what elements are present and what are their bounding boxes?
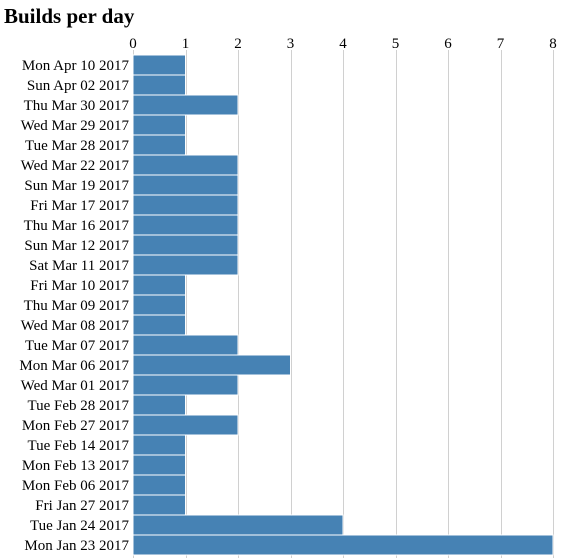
y-category-label: Sun Apr 02 2017 <box>27 78 130 94</box>
y-category-label: Mon Mar 06 2017 <box>19 358 129 374</box>
x-tick-label: 2 <box>234 36 242 52</box>
y-category-label: Thu Mar 16 2017 <box>24 218 130 234</box>
y-category-label: Sat Mar 11 2017 <box>29 258 129 274</box>
x-tick-label: 4 <box>339 36 347 52</box>
y-category-label: Sun Mar 12 2017 <box>24 238 129 254</box>
x-tick-label: 7 <box>497 36 505 52</box>
bar <box>133 395 186 415</box>
y-category-label: Mon Apr 10 2017 <box>22 58 130 74</box>
bar <box>133 235 238 255</box>
bar <box>133 515 343 535</box>
bar <box>133 335 238 355</box>
y-category-label: Thu Mar 30 2017 <box>24 98 130 114</box>
bar <box>133 315 186 335</box>
bar <box>133 475 186 495</box>
bar <box>133 375 238 395</box>
x-tick-label: 8 <box>549 36 557 52</box>
y-category-label: Wed Mar 01 2017 <box>21 378 130 394</box>
bar <box>133 415 238 435</box>
bar <box>133 135 186 155</box>
y-category-label: Wed Mar 08 2017 <box>21 318 130 334</box>
x-tick-label: 5 <box>392 36 400 52</box>
bar <box>133 535 553 555</box>
bar <box>133 95 238 115</box>
y-category-label: Mon Jan 23 2017 <box>24 538 129 554</box>
y-category-label: Wed Mar 29 2017 <box>21 118 130 134</box>
y-category-label: Mon Feb 27 2017 <box>22 418 130 434</box>
bar <box>133 435 186 455</box>
y-category-label: Fri Jan 27 2017 <box>35 498 129 514</box>
y-category-label: Tue Mar 28 2017 <box>25 138 130 154</box>
y-axis-labels: Mon Apr 10 2017 Sun Apr 02 2017 Thu Mar 30… <box>19 58 129 554</box>
bar <box>133 115 186 135</box>
y-category-label: Fri Mar 10 2017 <box>30 278 129 294</box>
y-category-label: Tue Mar 07 2017 <box>25 338 130 354</box>
bar <box>133 275 186 295</box>
bar <box>133 455 186 475</box>
bar <box>133 175 238 195</box>
y-category-label: Mon Feb 06 2017 <box>22 478 130 494</box>
y-category-label: Sun Mar 19 2017 <box>24 178 129 194</box>
bar <box>133 155 238 175</box>
bar <box>133 215 238 235</box>
y-category-label: Wed Mar 22 2017 <box>21 158 130 174</box>
y-category-label: Tue Feb 14 2017 <box>27 438 129 454</box>
bar <box>133 75 186 95</box>
gridlines <box>134 50 554 558</box>
y-category-label: Mon Feb 13 2017 <box>22 458 130 474</box>
y-category-label: Tue Jan 24 2017 <box>30 518 130 534</box>
bar <box>133 295 186 315</box>
bar <box>133 195 238 215</box>
x-tick-label: 6 <box>444 36 452 52</box>
x-tick-label: 3 <box>287 36 295 52</box>
x-axis-ticks: 0 1 2 3 4 5 6 7 8 <box>129 36 557 52</box>
y-category-label: Thu Mar 09 2017 <box>24 298 130 314</box>
bar <box>133 355 291 375</box>
x-tick-label: 1 <box>182 36 190 52</box>
bar <box>133 55 186 75</box>
bar <box>133 255 238 275</box>
y-category-label: Fri Mar 17 2017 <box>30 198 129 214</box>
bar <box>133 495 186 515</box>
x-tick-label: 0 <box>129 36 137 52</box>
y-category-label: Tue Feb 28 2017 <box>27 398 129 414</box>
